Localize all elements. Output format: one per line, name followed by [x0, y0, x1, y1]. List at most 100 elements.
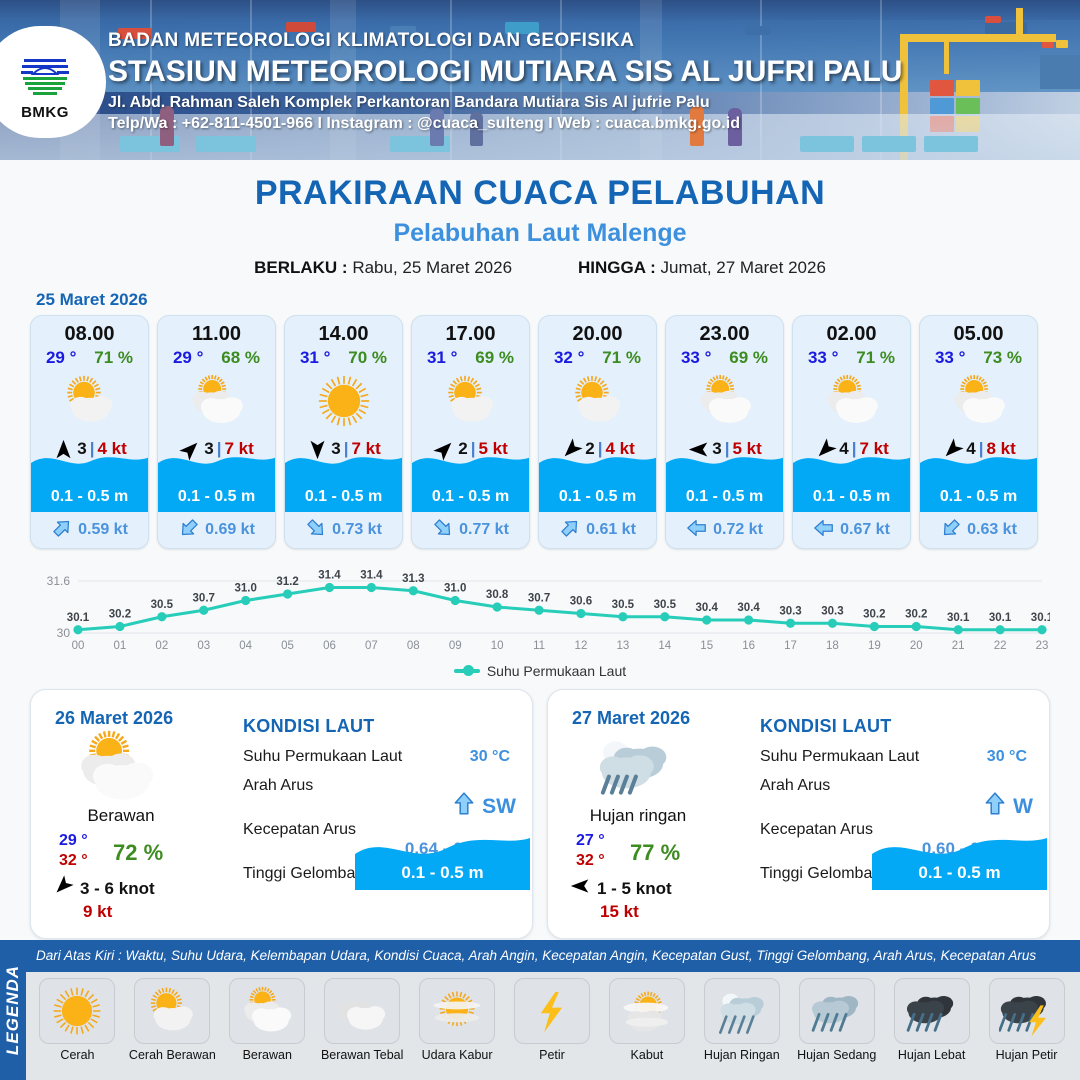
sea-condition-title: KONDISI LAUT [243, 716, 375, 736]
svg-text:15: 15 [700, 640, 713, 652]
card-time: 11.00 [192, 323, 241, 345]
header-window-mullion [760, 0, 762, 160]
sst-row: Suhu Permukaan Laut 30 °C [243, 748, 516, 766]
card-wind-row: 2 | 5 kt [412, 432, 529, 466]
sea-condition-title: KONDISI LAUT [760, 716, 892, 736]
svg-text:31.2: 31.2 [276, 576, 298, 588]
card-current-row: 0.77 kt [412, 512, 529, 548]
daily-wind-range: 1 - 5 knot [597, 878, 672, 898]
card-humidity: 70 % [348, 348, 388, 367]
daily-condition: Berawan [87, 806, 155, 825]
chart-legend: Suhu Permukaan Laut [0, 663, 1080, 679]
card-wind-row: 4 | 8 kt [920, 432, 1037, 466]
sst-chart: 31.6 30 30.1 00 30.2 01 30.5 02 30.7 03 31.0 04 31.2… [30, 559, 1050, 659]
current-speed: 0.67 kt [840, 521, 890, 538]
card-wave-band: 0.1 - 0.5 m [412, 457, 529, 512]
wave-height: 0.1 - 0.5 m [177, 488, 256, 505]
wind-speed: 7 kt [859, 439, 889, 458]
current-direction-label: Arah Arus [243, 777, 314, 794]
weather-hujan-ringan-icon [703, 978, 780, 1044]
svg-text:19: 19 [868, 640, 881, 652]
card-temp-hum-row: 33 ° 69 % [666, 346, 783, 368]
card-current-row: 0.67 kt [793, 512, 910, 548]
legend-item-label: Kabut [630, 1048, 664, 1062]
daily-gust: 15 kt [600, 902, 639, 921]
current-speed: 0.73 kt [332, 521, 382, 538]
card-time: 20.00 [572, 323, 623, 345]
wave-shape-icon [872, 838, 1047, 890]
svg-text:30.2: 30.2 [863, 609, 885, 621]
sst-value: 30 °C [469, 748, 510, 765]
seat [862, 136, 916, 152]
svg-text:30.5: 30.5 [151, 599, 174, 611]
svg-text:09: 09 [449, 640, 462, 652]
card-wind-row: 2 | 4 kt [539, 432, 656, 466]
svg-text:13: 13 [616, 640, 629, 652]
title-block: PRAKIRAAN CUACA PELABUHAN Pelabuhan Laut… [0, 174, 1080, 278]
legend-line-marker [453, 665, 480, 676]
container [1056, 40, 1068, 48]
card-temp-hum-row: 33 ° 71 % [793, 346, 910, 368]
svg-text:30: 30 [57, 626, 71, 640]
svg-text:11: 11 [533, 640, 545, 652]
hourly-card: 20.00 32 ° 71 % 2 | 4 kt 0.1 - 0.5 m 0.6… [538, 315, 657, 549]
card-wind-row: 3 | 7 kt [285, 432, 402, 466]
wind-direction-arrow-icon [941, 437, 964, 460]
sst-label: Suhu Permukaan Laut [760, 748, 920, 765]
sst-row: Suhu Permukaan Laut 30 °C [760, 748, 1033, 766]
crane-post [1016, 8, 1023, 42]
svg-text:30.3: 30.3 [821, 605, 843, 617]
hourly-card: 17.00 31 ° 69 % 2 | 5 kt 0.1 - 0.5 m 0.7… [411, 315, 530, 549]
svg-text:01: 01 [114, 640, 127, 652]
container [1042, 40, 1054, 48]
weather-hujan-petir-icon [988, 978, 1065, 1044]
card-current-row: 0.73 kt [285, 512, 402, 548]
current-direction-label: Arah Arus [760, 777, 831, 794]
current-speed-label: Kecepatan Arus [243, 821, 356, 838]
wave-shape-icon [666, 457, 783, 469]
card-humidity: 68 % [221, 348, 261, 367]
port-name: Pelabuhan Laut Malenge [393, 219, 687, 247]
current-direction-value-group: W [982, 791, 1033, 822]
container [930, 98, 954, 114]
agency-name: BADAN METEOROLOGI KLIMATOLOGI DAN GEOFIS… [108, 30, 635, 51]
daily-temp-min: 27 ° [576, 832, 605, 849]
current-direction-arrow-icon [982, 791, 1008, 822]
svg-text:30.4: 30.4 [737, 602, 760, 614]
hourly-forecast-row: 08.00 29 ° 71 % 3 | 4 kt 0.1 - 0.5 m 0.5… [0, 315, 1080, 549]
container [930, 80, 954, 96]
hingga-group: HINGGA : Jumat, 27 Maret 2026 [578, 258, 826, 278]
svg-text:16: 16 [742, 640, 755, 652]
daily-temp-max: 32 ° [576, 852, 605, 869]
card-wave-band: 0.1 - 0.5 m [539, 457, 656, 512]
card-time: 17.00 [445, 323, 496, 345]
svg-text:30.1: 30.1 [947, 612, 970, 624]
station-name: STASIUN METEOROLOGI MUTIARA SIS AL JUFRI… [108, 55, 903, 88]
crane-mast [900, 34, 908, 160]
svg-text:30.8: 30.8 [486, 589, 509, 601]
card-time: 05.00 [953, 323, 1004, 345]
legend-label: Suhu Permukaan Laut [486, 663, 627, 679]
wind-direction-arrow-icon [570, 876, 590, 901]
card-temperature: 29 ° [172, 348, 204, 367]
sst-label: Suhu Permukaan Laut [243, 748, 403, 765]
legend-item: Petir [509, 978, 596, 1062]
card-temp-hum-row: 33 ° 73 % [920, 346, 1037, 368]
wave-shape-icon [920, 457, 1037, 469]
current-speed: 0.59 kt [78, 521, 128, 538]
daily-wave-value: 0.1 - 0.5 m [918, 863, 1001, 882]
legend-panel: Cerah Cerah Berawan Berawan Berawan Teba… [26, 972, 1080, 1080]
svg-text:12: 12 [575, 640, 588, 652]
wind-separator: | [343, 439, 349, 458]
svg-text:04: 04 [239, 640, 252, 652]
weather-hujan-ringan-icon [578, 732, 688, 804]
card-wind-row: 3 | 4 kt [31, 432, 148, 466]
ship-container [985, 16, 1001, 23]
daily-wind-row: 3 - 6 knot [53, 875, 155, 901]
card-temperature: 33 ° [680, 348, 712, 367]
card-wave-band: 0.1 - 0.5 m [920, 457, 1037, 512]
svg-text:31.6: 31.6 [47, 574, 71, 588]
svg-text:18: 18 [826, 640, 839, 652]
daily-forecast-card: 26 Maret 2026 Berawan 29 ° 32 ° 72 % 3 -… [30, 689, 533, 939]
card-humidity: 71 % [602, 348, 642, 367]
